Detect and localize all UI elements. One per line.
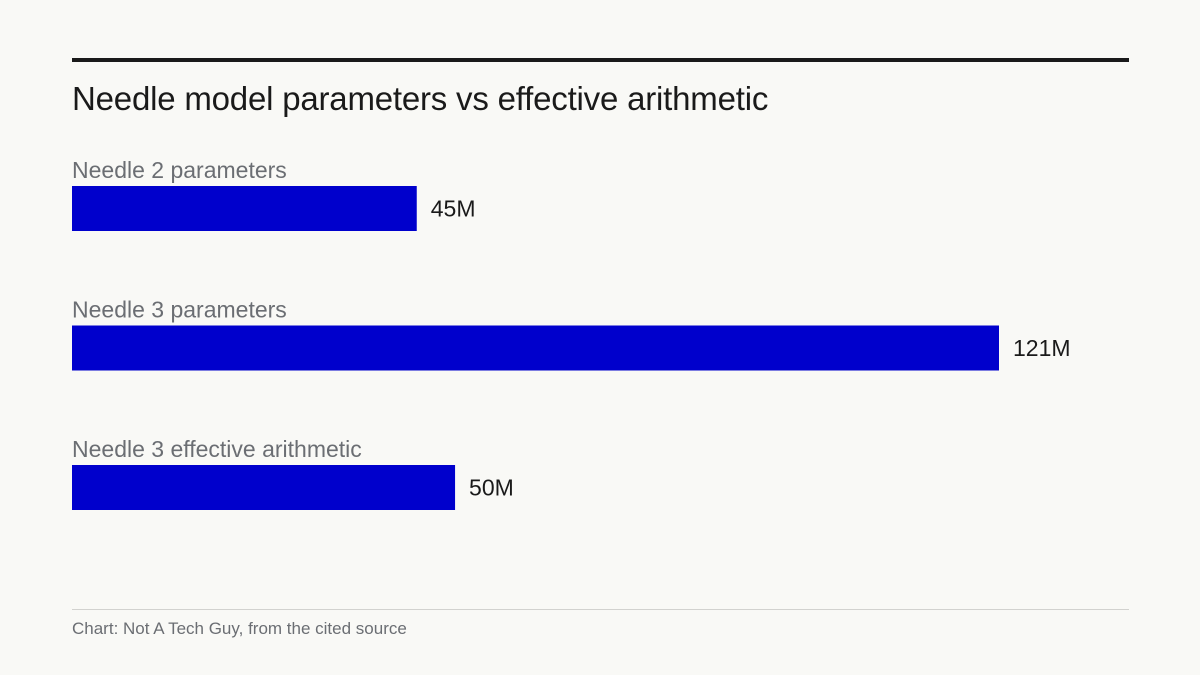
bar-chart: Needle 2 parameters 45M Needle 3 parameter…	[72, 157, 1071, 510]
category-label: Needle 2 parameters	[72, 157, 287, 183]
chart-source: Chart: Not A Tech Guy, from the cited so…	[72, 619, 407, 638]
value-label: 50M	[469, 475, 514, 501]
value-label: 45M	[431, 196, 476, 222]
bar	[72, 465, 456, 510]
category-label: Needle 3 effective arithmetic	[72, 436, 362, 462]
bar	[72, 186, 417, 231]
chart-title: Needle model parameters vs effective ari…	[72, 80, 769, 117]
bar	[72, 325, 999, 371]
top-rule	[72, 58, 1129, 62]
bottom-rule	[72, 609, 1129, 610]
value-label: 121M	[1013, 335, 1071, 361]
category-label: Needle 3 parameters	[72, 297, 287, 323]
